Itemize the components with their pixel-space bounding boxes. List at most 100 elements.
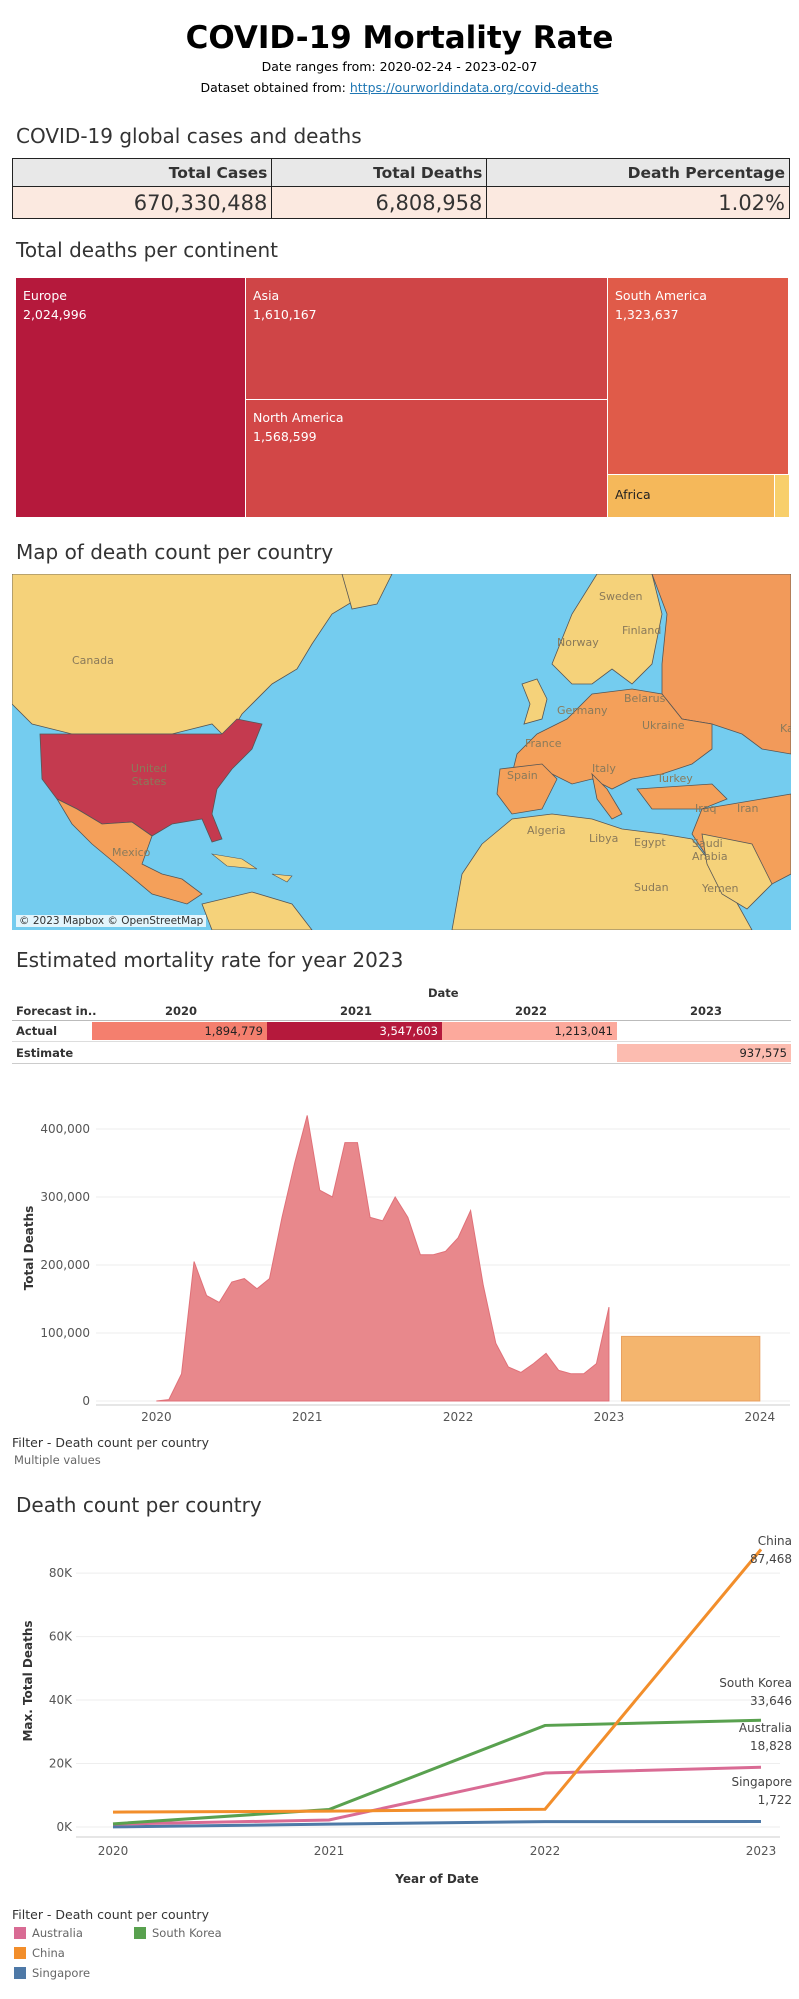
section-country-title: Death count per country [16,1493,262,1517]
kpi-header-total-cases: Total Cases [11,158,273,187]
table-col-2023: 2023 [690,1004,723,1018]
line-series-south-korea [112,1718,762,1826]
map-svg [12,574,791,930]
treemap-asia[interactable]: Asia 1,610,167 [246,278,608,400]
treemap-north-america[interactable]: North America 1,568,599 [246,400,608,518]
treemap-label: Europe [23,288,67,303]
y-tick-label: 0K [56,1820,73,1834]
map-uk [521,678,548,725]
y-tick-label: 80K [49,1566,73,1580]
filter-value[interactable]: Multiple values [14,1453,101,1467]
map-label-sudan: Sudan [634,881,669,894]
legend-label: China [32,1946,65,1960]
end-label-name-south-korea: South Korea [719,1676,792,1690]
section-global-title: COVID-19 global cases and deaths [16,124,362,148]
map-africa [451,813,753,930]
end-label-value-singapore: 1,722 [758,1793,792,1807]
map-scandinavia [551,574,663,685]
map-canada [12,574,368,740]
map-label-mexico: Mexico [112,846,151,859]
filter-label: Filter - Death count per country [12,1435,209,1450]
section-map-title: Map of death count per country [16,540,334,564]
y-tick-label: 0 [82,1394,90,1408]
table-col-2021: 2021 [340,1004,373,1018]
y-tick-label: 300,000 [40,1190,90,1204]
legend-item-australia[interactable]: Australia [14,1926,83,1940]
treemap-label: Africa [615,487,651,502]
continent-treemap: Europe 2,024,996 Asia 1,610,167 North Am… [16,278,790,518]
y-tick-label: 200,000 [40,1258,90,1272]
kpi-table: Total Cases Total Deaths Death Percentag… [11,158,790,219]
y-tick-label: 60K [49,1630,73,1644]
x-tick-label: 2022 [530,1844,561,1858]
x-tick-label: 2022 [443,1410,474,1424]
map-label-libya: Libya [589,832,619,845]
map-label-iran: Iran [737,802,759,815]
table-cell-estimate-2023[interactable]: 937,575 [617,1044,791,1062]
legend-label: South Korea [152,1926,222,1940]
map-label-italy: Italy [592,762,616,775]
table-col-2020: 2020 [165,1004,198,1018]
map-attribution: © 2023 Mapbox © OpenStreetMap [16,915,207,927]
kpi-total-deaths: 6,808,958 [271,186,488,219]
legend-item-south-korea[interactable]: South Korea [134,1926,222,1940]
dataset-prefix: Dataset obtained from: [200,80,350,95]
treemap-south-america[interactable]: South America 1,323,637 [608,278,789,475]
map-label-norway: Norway [557,636,599,649]
line-series-singapore [112,1820,762,1829]
legend-label: Singapore [32,1966,91,1980]
map-label-spain: Spain [507,769,538,782]
table-cell-actual-2020[interactable]: 1,894,779 [92,1022,267,1040]
y-tick-label: 20K [49,1757,73,1771]
area-chart[interactable]: 0 100,000 200,000 300,000 400,000 2020 2021 202… [0,1085,799,1425]
table-row-estimate: Estimate [16,1046,74,1060]
treemap-value: 1,323,637 [615,307,679,322]
end-label-name-singapore: Singapore [731,1775,792,1789]
x-tick-label: 2023 [746,1844,777,1858]
table-col-2022: 2022 [515,1004,548,1018]
map-label-iraq: Iraq [695,802,717,815]
x-axis-label: Year of Date [394,1872,479,1886]
legend-item-china[interactable]: China [14,1946,65,1960]
x-tick-label: 2021 [314,1844,345,1858]
map-label-belarus: Belarus [624,692,666,705]
treemap-value: 1,610,167 [253,307,317,322]
dataset-link[interactable]: https://ourworldindata.org/covid-deaths [349,80,599,95]
y-tick-label: 100,000 [40,1326,90,1340]
end-label-name-australia: Australia [739,1721,792,1735]
treemap-value: 2,024,996 [23,307,87,322]
kpi-header-death-percentage: Death Percentage [486,158,790,187]
map-greenland [341,574,393,610]
map-label-ka: Ka [780,722,791,735]
treemap-label: North America [253,410,344,425]
table-divider [12,1063,791,1064]
table-cell-actual-2021[interactable]: 3,547,603 [267,1022,442,1040]
map-turkey [636,783,728,810]
table-divider [12,1020,791,1021]
treemap-africa[interactable]: Africa [608,475,775,518]
date-range: Date ranges from: 2020-02-24 - 2023-02-0… [261,59,538,74]
x-tick-label: 2020 [98,1844,129,1858]
x-tick-label: 2024 [745,1410,776,1424]
map-label-saudi-arabia: Saudi Arabia [692,837,728,863]
map-label-algeria: Algeria [527,824,566,837]
legend-swatch-south-korea [134,1927,146,1939]
table-column-group: Date [428,986,459,1000]
kpi-total-cases: 670,330,488 [11,186,273,219]
y-axis-label: Max. Total Deaths [21,1620,35,1741]
table-cell-actual-2022[interactable]: 1,213,041 [442,1022,617,1040]
end-label-value-south-korea: 33,646 [750,1694,792,1708]
x-tick-label: 2020 [141,1410,172,1424]
treemap-oceania[interactable] [775,475,790,518]
treemap-value: 1,568,599 [253,429,317,444]
end-label-name-china: China [758,1534,792,1548]
y-axis-label: Total Deaths [22,1206,36,1291]
section-estimate-title: Estimated mortality rate for year 2023 [16,948,404,972]
area-series-total-deaths [156,1115,610,1402]
legend-item-singapore[interactable]: Singapore [14,1966,90,1980]
y-tick-label: 400,000 [40,1122,90,1136]
line-chart[interactable]: 0K 20K 40K 60K 80K 2020 2021 2022 2023 Singapore 1… [0,1525,799,1895]
treemap-europe[interactable]: Europe 2,024,996 [16,278,246,518]
map-label-canada: Canada [72,654,114,667]
world-map[interactable]: Canada United States Mexico Sweden Finla… [12,574,791,930]
